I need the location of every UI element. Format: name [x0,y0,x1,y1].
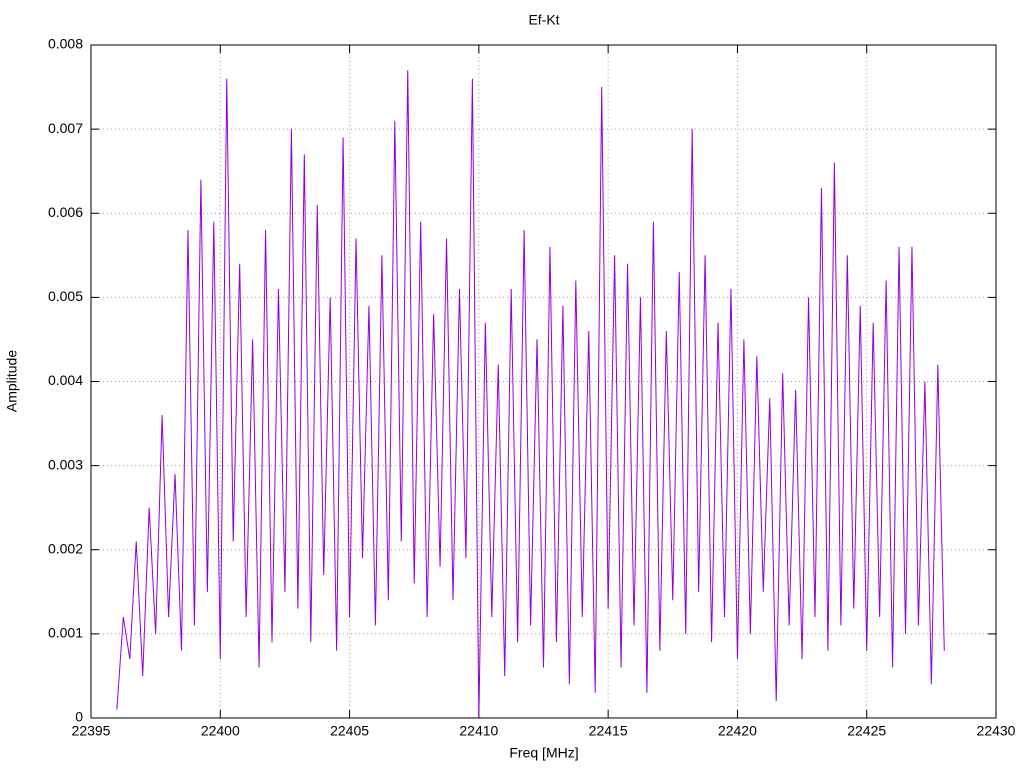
x-tick-label: 22405 [330,723,369,739]
y-tick-label: 0.001 [48,625,83,641]
y-axis-label: Amplitude [4,350,20,412]
y-tick-label: 0.006 [48,204,83,220]
x-axis-label: Freq [MHz] [509,745,578,761]
y-tick-label: 0.004 [48,372,83,388]
plot-border [90,44,997,719]
y-tick-label: 0.003 [48,456,83,472]
x-tick-label: 22430 [977,723,1016,739]
y-tick-label: 0.005 [48,288,83,304]
y-tick-label: 0.008 [48,36,83,52]
y-tick-label: 0.007 [48,120,83,136]
x-tick-label: 22415 [589,723,628,739]
chart-title: Ef-Kt [528,12,559,28]
y-tick-label: 0.002 [48,540,83,556]
x-tick-label: 22400 [201,723,240,739]
x-tick-label: 22420 [718,723,757,739]
data-line [116,70,945,719]
y-tick-label: 0 [75,709,83,725]
x-tick-label: 22395 [72,723,111,739]
x-tick-label: 22410 [459,723,498,739]
x-tick-label: 22425 [847,723,886,739]
